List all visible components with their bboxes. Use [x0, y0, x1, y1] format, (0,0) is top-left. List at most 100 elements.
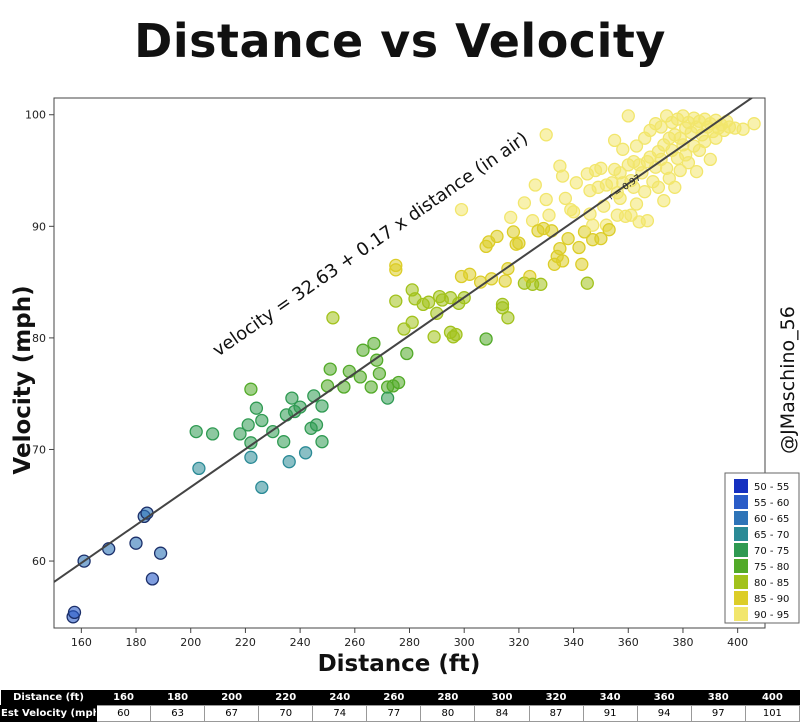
data-point — [405, 315, 419, 329]
data-point — [380, 391, 395, 405]
estimate-table: Distance (ft) 160 180 200 220 240 260 280 300 32… — [0, 690, 800, 722]
data-point — [555, 254, 570, 268]
data-point — [668, 180, 682, 194]
data-point — [463, 267, 477, 281]
x-axis-label: Distance (ft) — [318, 651, 481, 677]
legend-label: 75 - 80 — [754, 562, 789, 573]
y-axis: 60 70 80 90 100 — [25, 109, 54, 568]
data-point — [616, 142, 630, 156]
velocity-cell: 74 — [312, 705, 368, 722]
data-point — [67, 605, 82, 620]
x-tick-label: 380 — [672, 636, 693, 649]
x-tick-label: 360 — [618, 636, 639, 649]
velocity-cell: 77 — [366, 705, 422, 722]
data-point — [673, 163, 687, 178]
distance-cell: 280 — [420, 690, 475, 706]
x-axis: 160 180 200 220 240 260 280 300 320 340 360 380 400 — [71, 628, 748, 649]
data-point — [389, 294, 403, 308]
data-point — [542, 208, 556, 222]
y-tick-label: 70 — [32, 443, 46, 456]
distance-cell: 260 — [366, 690, 421, 706]
legend-swatch — [734, 591, 748, 605]
data-point — [629, 139, 644, 153]
data-point — [703, 152, 717, 167]
legend: 50 - 55 55 - 60 60 - 65 65 - 70 70 - 75 75 - … — [724, 472, 800, 624]
data-point — [525, 214, 540, 228]
legend-label: 70 - 75 — [754, 546, 789, 557]
legend-swatch — [734, 511, 748, 525]
velocity-cell: 60 — [95, 705, 152, 722]
velocity-row-label: Est Velocity (mph) — [0, 705, 97, 722]
data-point — [255, 413, 269, 428]
legend-label: 65 - 70 — [754, 530, 789, 541]
data-point — [372, 366, 387, 381]
x-tick-label: 240 — [290, 636, 311, 649]
legend-label: 55 - 60 — [754, 498, 789, 509]
data-point — [594, 161, 608, 175]
watermark-handle: @JMaschino_56 — [777, 306, 799, 454]
chart-title: Distance vs Velocity — [134, 14, 666, 68]
data-point — [629, 197, 644, 211]
data-point — [534, 277, 548, 291]
data-point — [506, 225, 521, 239]
data-point — [309, 418, 324, 432]
data-point — [621, 109, 635, 123]
legend-swatch — [734, 559, 748, 573]
distance-row-label: Distance (ft) — [0, 690, 97, 706]
velocity-cell: 80 — [420, 705, 476, 722]
distance-cell: 200 — [204, 690, 259, 706]
data-point — [597, 199, 611, 213]
x-tick-label: 400 — [727, 636, 748, 649]
data-point — [282, 455, 296, 469]
data-point — [249, 401, 264, 415]
data-point — [638, 185, 652, 199]
data-point — [681, 156, 696, 170]
data-point — [400, 346, 414, 361]
data-point — [607, 133, 622, 148]
data-point — [427, 330, 441, 344]
data-point — [153, 546, 168, 560]
data-point — [747, 117, 761, 131]
data-point — [553, 241, 567, 256]
data-point — [545, 224, 559, 238]
data-point — [501, 311, 515, 325]
distance-cell: 380 — [691, 690, 746, 706]
legend-swatch — [734, 543, 748, 557]
data-point — [575, 257, 589, 271]
distance-cell: 320 — [529, 690, 584, 706]
data-point — [512, 236, 526, 250]
y-tick-label: 80 — [32, 332, 46, 345]
velocity-cell: 101 — [744, 705, 800, 722]
legend-label: 90 - 95 — [754, 610, 789, 621]
data-point — [689, 164, 704, 179]
data-point — [561, 231, 575, 246]
data-point — [569, 176, 583, 190]
data-point — [736, 122, 750, 136]
data-point — [145, 572, 160, 586]
legend-label: 85 - 90 — [754, 594, 789, 605]
data-point — [555, 169, 570, 183]
data-point — [566, 205, 581, 219]
y-axis-label: Velocity (mph) — [10, 285, 36, 474]
velocity-cell: 84 — [474, 705, 530, 722]
data-point — [517, 196, 532, 210]
data-point — [449, 327, 463, 342]
distance-cell: 160 — [96, 690, 151, 706]
data-point — [391, 375, 406, 390]
distance-cell: 220 — [258, 690, 313, 706]
data-point — [654, 120, 668, 134]
data-point — [342, 364, 356, 379]
data-point — [539, 128, 553, 142]
distance-cell: 360 — [637, 690, 692, 706]
data-point — [657, 194, 671, 208]
velocity-cell: 67 — [204, 705, 260, 722]
x-tick-label: 260 — [344, 636, 365, 649]
data-point — [627, 180, 641, 194]
data-point — [558, 191, 573, 206]
velocity-cell: 70 — [258, 705, 314, 722]
legend-label: 80 - 85 — [754, 578, 789, 589]
y-tick-label: 90 — [32, 220, 46, 233]
legend-label: 60 - 65 — [754, 514, 789, 525]
distance-row: Distance (ft) 160 180 200 220 240 260 280 300 32… — [0, 690, 800, 706]
data-point — [421, 295, 436, 309]
